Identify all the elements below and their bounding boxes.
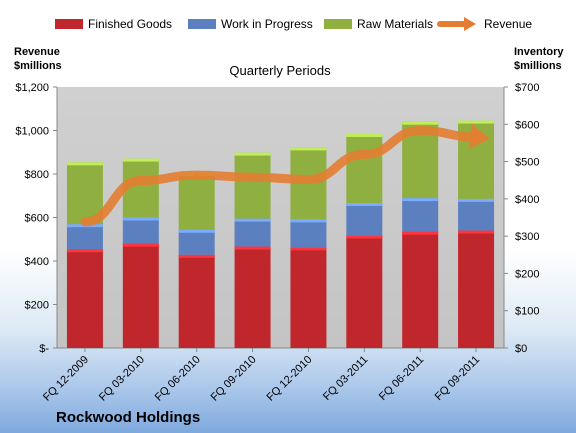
bar-segment <box>458 198 495 231</box>
x-axis-tick-label: FQ 03-2010 <box>97 354 147 404</box>
bar-segment <box>66 249 103 348</box>
bar-segment-top <box>290 247 327 251</box>
bar-segment-top <box>346 202 383 206</box>
x-axis-tick-label: FQ 12-2010 <box>265 354 315 404</box>
legend-label: Finished Goods <box>88 17 172 31</box>
right-axis-tick-label: $0 <box>515 343 527 355</box>
bar-segment <box>234 218 271 247</box>
legend: Finished Goods Work in Progress Raw Materi… <box>55 17 532 31</box>
bar-segment <box>290 247 327 348</box>
x-axis-tick-label: FQ 09-2011 <box>433 354 482 403</box>
left-axis-tick-label: $- <box>39 343 49 355</box>
bar-segment <box>178 172 215 230</box>
x-axis-tick-label: FQ 12-2009 <box>41 354 91 404</box>
bar-segment <box>402 198 439 232</box>
right-axis-tick-label: $700 <box>515 82 539 94</box>
bar-segment-top <box>178 229 215 233</box>
bar-segment-top <box>402 121 439 125</box>
bar-segment-top <box>122 158 159 162</box>
bar-segment <box>122 217 159 244</box>
bar-segment-top <box>346 235 383 239</box>
bar-segment-top <box>346 133 383 137</box>
left-axis-tick-label: $400 <box>25 256 49 268</box>
bar-segment-top <box>458 230 495 234</box>
right-axis-tick-label: $400 <box>515 194 539 206</box>
bar-segment-top <box>402 198 439 202</box>
revenue-point <box>251 175 255 179</box>
bar-segment <box>178 229 215 255</box>
legend-swatch-arrowhead <box>464 17 476 31</box>
bar-segment <box>458 230 495 348</box>
company-name: Rockwood Holdings <box>56 409 200 426</box>
bar-segment <box>234 246 271 348</box>
bar-segment-top <box>234 246 271 250</box>
right-axis-tick-label: $300 <box>515 231 539 243</box>
bar-segment <box>290 219 327 248</box>
revenue-point <box>83 220 87 224</box>
left-axis-tick-label: $600 <box>25 213 49 225</box>
bar-segment <box>402 231 439 348</box>
legend-swatch <box>324 19 352 29</box>
bar-segment <box>346 235 383 348</box>
bar-segment-top <box>122 217 159 221</box>
x-axis-tick-label: FQ 09-2010 <box>209 354 259 404</box>
left-axis-title-line2: $millions <box>14 60 62 72</box>
bar-segment <box>178 254 215 348</box>
bar-segment-top <box>458 198 495 202</box>
legend-swatch <box>188 19 216 29</box>
bar-segment-top <box>178 254 215 258</box>
bar-segment-top <box>66 249 103 253</box>
right-axis-title-line1: Inventory <box>514 46 564 58</box>
legend-label: Work in Progress <box>221 17 313 31</box>
bar-segment-top <box>402 231 439 235</box>
bar-segment-top <box>66 162 103 166</box>
bar-segment <box>122 243 159 348</box>
revenue-point <box>306 177 310 181</box>
x-axis-tick-label: FQ 06-2011 <box>377 354 426 403</box>
bar-segment-top <box>122 243 159 247</box>
legend-swatch <box>55 19 83 29</box>
revenue-arrowhead <box>468 123 490 150</box>
bar-segment-top <box>234 152 271 156</box>
left-axis-tick-label: $1,000 <box>15 126 49 138</box>
bar-segment <box>66 224 103 250</box>
revenue-point <box>362 152 366 156</box>
right-axis-tick-label: $500 <box>515 157 539 169</box>
revenue-point <box>139 179 143 183</box>
chart-title: Quarterly Periods <box>229 63 331 78</box>
bar-segment-top <box>290 147 327 151</box>
legend-label: Raw Materials <box>357 17 433 31</box>
bar-segment-top <box>234 218 271 222</box>
right-axis-title-line2: $millions <box>514 60 562 72</box>
left-axis-tick-label: $200 <box>25 300 49 312</box>
legend-label: Revenue <box>484 17 532 31</box>
left-axis-tick-label: $1,200 <box>15 82 49 94</box>
bar-segment <box>346 133 383 203</box>
right-axis-tick-label: $200 <box>515 268 539 280</box>
left-axis-title-line1: Revenue <box>14 46 60 58</box>
x-axis-tick-label: FQ 03-2011 <box>321 354 370 403</box>
x-axis-tick-label: FQ 06-2010 <box>153 354 203 404</box>
left-axis-tick-label: $800 <box>25 169 49 181</box>
bar-segment <box>346 202 383 236</box>
bar-segment-top <box>458 120 495 124</box>
right-axis-tick-label: $600 <box>515 119 539 131</box>
bar-segment-top <box>290 219 327 223</box>
revenue-point <box>195 173 199 177</box>
revenue-point <box>418 129 422 132</box>
right-axis-tick-label: $100 <box>515 306 539 318</box>
bar-segment <box>234 152 271 219</box>
